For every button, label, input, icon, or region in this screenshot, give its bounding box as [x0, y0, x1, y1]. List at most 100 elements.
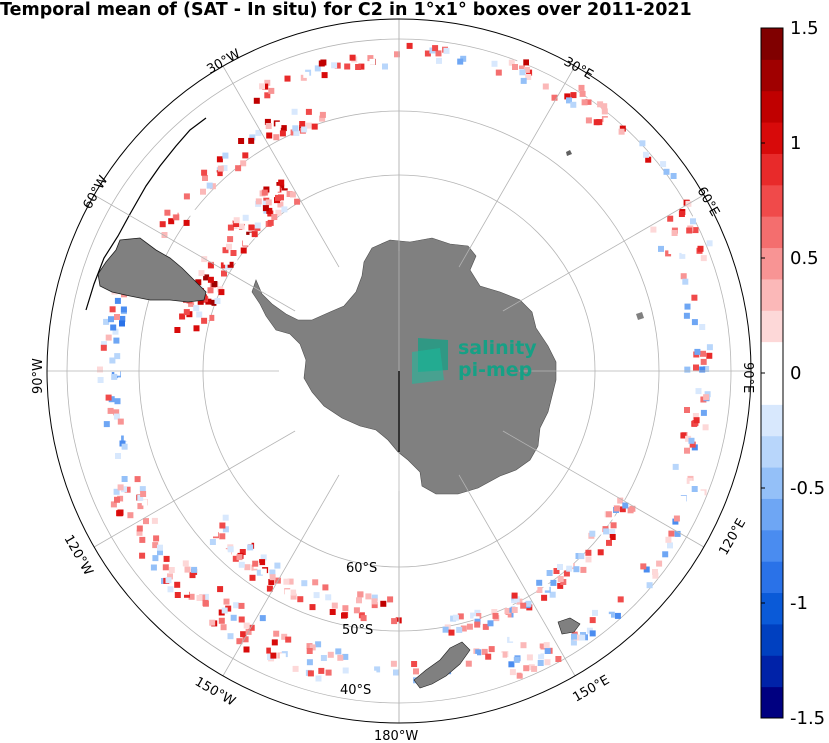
- data-cell: [511, 607, 518, 613]
- data-cell: [691, 319, 698, 326]
- data-cell: [112, 328, 119, 335]
- data-cell: [190, 209, 196, 216]
- data-cell: [273, 185, 280, 192]
- data-cell: [534, 648, 541, 655]
- data-cell: [269, 574, 276, 581]
- data-cell: [217, 586, 224, 593]
- data-cell: [371, 598, 378, 605]
- data-cell: [239, 541, 246, 548]
- data-cell: [220, 624, 227, 631]
- data-cell: [517, 59, 524, 66]
- data-cell: [230, 250, 237, 256]
- data-cell: [227, 236, 234, 243]
- data-cell: [211, 281, 218, 287]
- data-cell: [605, 614, 611, 621]
- data-cell: [551, 94, 558, 101]
- data-cell: [280, 125, 287, 132]
- data-cell: [193, 325, 200, 332]
- data-cell: [223, 598, 230, 605]
- data-cell: [262, 200, 269, 207]
- data-cell: [622, 502, 629, 509]
- data-cell: [700, 358, 707, 365]
- data-cell: [290, 589, 297, 596]
- data-cell: [267, 642, 274, 649]
- data-cell: [613, 505, 620, 512]
- data-cell: [164, 209, 171, 216]
- data-cell: [152, 555, 159, 562]
- data-cell: [581, 99, 588, 106]
- data-cell: [663, 168, 670, 175]
- data-cell: [585, 117, 592, 124]
- data-cell: [117, 418, 124, 425]
- lon-label-120e: 120°E: [716, 516, 749, 558]
- colorbar-tick-label: 1.5: [790, 18, 819, 39]
- data-cell: [371, 602, 378, 609]
- data-cell: [557, 582, 564, 589]
- data-cell: [353, 607, 360, 614]
- data-cell: [525, 600, 532, 607]
- colorbar-swatch: [761, 184, 783, 217]
- data-cell: [113, 413, 120, 420]
- data-cell: [233, 217, 240, 224]
- data-cell: [531, 665, 538, 672]
- data-cell: [267, 219, 274, 226]
- data-cell: [523, 665, 530, 672]
- data-cell: [200, 188, 206, 195]
- data-cell: [267, 654, 273, 660]
- data-cell: [470, 612, 477, 619]
- data-cell: [165, 577, 172, 584]
- data-cell: [292, 125, 299, 132]
- data-cell: [110, 487, 117, 494]
- data-cell: [546, 570, 553, 576]
- data-cell: [233, 602, 240, 609]
- data-cell: [485, 653, 492, 660]
- data-cell: [206, 182, 213, 189]
- data-cell: [520, 602, 527, 609]
- data-cell: [694, 348, 701, 355]
- data-cell: [531, 584, 538, 591]
- data-cell: [674, 530, 681, 537]
- data-cell: [108, 316, 114, 323]
- data-cell: [471, 653, 477, 660]
- colorbar-tick-label: 0: [790, 363, 801, 384]
- data-cell: [685, 435, 692, 442]
- data-cell: [153, 535, 160, 542]
- data-cell: [97, 366, 103, 373]
- data-cell: [544, 648, 551, 654]
- colorbar-swatch: [761, 59, 783, 92]
- data-cell: [169, 577, 176, 584]
- colorbar-swatch: [761, 341, 783, 374]
- data-cell: [114, 314, 120, 320]
- data-cell: [684, 447, 690, 454]
- data-cell: [512, 64, 518, 70]
- data-cell: [201, 317, 208, 324]
- data-cell: [626, 511, 633, 518]
- data-cell: [592, 609, 598, 616]
- data-cell: [203, 274, 210, 281]
- data-cell: [275, 121, 282, 128]
- data-cell: [501, 615, 508, 621]
- data-cell: [667, 542, 673, 549]
- data-cell: [681, 248, 688, 255]
- land: [85, 117, 644, 689]
- data-cell: [207, 585, 214, 592]
- data-cell: [684, 342, 690, 349]
- data-cell: [619, 125, 626, 132]
- data-cell: [117, 495, 124, 502]
- data-cell: [689, 480, 696, 487]
- data-cell: [321, 72, 328, 79]
- data-cell: [456, 626, 463, 633]
- data-cell: [256, 569, 263, 576]
- data-cell: [306, 648, 313, 654]
- data-cell: [557, 576, 564, 582]
- data-cell: [117, 509, 124, 516]
- data-cell: [157, 544, 163, 551]
- data-cell: [248, 224, 255, 231]
- data-cell: [100, 344, 107, 351]
- data-cell: [650, 226, 657, 233]
- meridian-line: [222, 474, 340, 677]
- data-cell: [226, 243, 232, 250]
- data-cell: [290, 593, 297, 600]
- data-cell: [219, 533, 226, 540]
- data-cell: [608, 611, 615, 618]
